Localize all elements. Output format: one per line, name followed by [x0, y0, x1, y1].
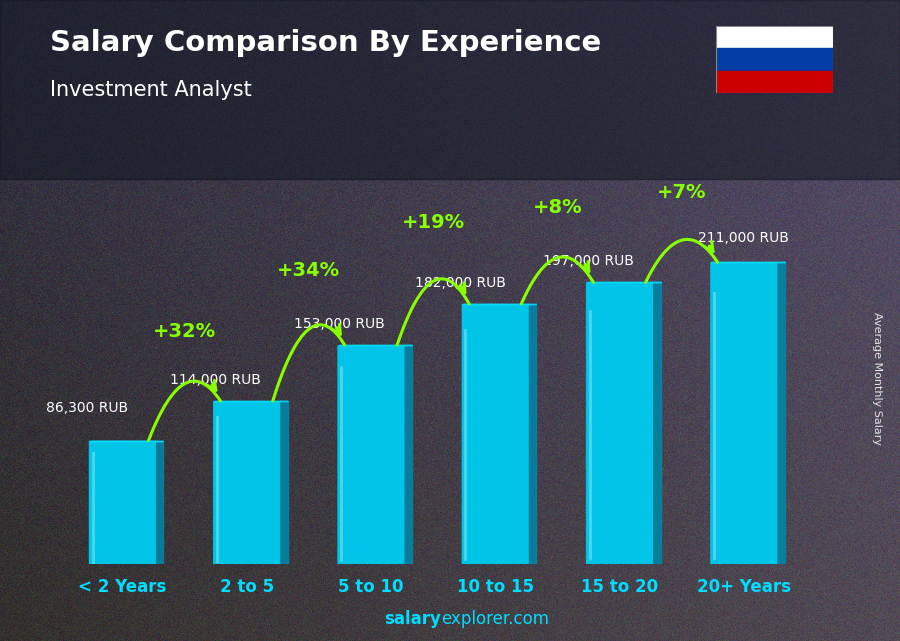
- FancyBboxPatch shape: [213, 401, 280, 564]
- Text: Salary Comparison By Experience: Salary Comparison By Experience: [50, 29, 601, 57]
- FancyBboxPatch shape: [89, 440, 156, 564]
- Text: 86,300 RUB: 86,300 RUB: [47, 401, 129, 415]
- Bar: [716, 26, 832, 48]
- Text: +7%: +7%: [657, 183, 706, 203]
- Text: salary: salary: [384, 610, 441, 628]
- Text: explorer.com: explorer.com: [441, 610, 549, 628]
- Polygon shape: [155, 440, 164, 564]
- Text: +8%: +8%: [533, 197, 582, 217]
- Polygon shape: [776, 262, 785, 564]
- Text: 182,000 RUB: 182,000 RUB: [415, 276, 506, 290]
- FancyBboxPatch shape: [338, 345, 404, 564]
- Text: +19%: +19%: [401, 213, 464, 232]
- FancyBboxPatch shape: [710, 262, 778, 564]
- Bar: [716, 48, 832, 71]
- Polygon shape: [279, 401, 288, 564]
- Text: 197,000 RUB: 197,000 RUB: [543, 254, 634, 268]
- Polygon shape: [652, 283, 661, 564]
- Bar: [716, 71, 832, 93]
- Text: Average Monthly Salary: Average Monthly Salary: [872, 312, 883, 445]
- Polygon shape: [527, 304, 536, 564]
- Text: +32%: +32%: [153, 322, 216, 341]
- Text: 153,000 RUB: 153,000 RUB: [294, 317, 385, 331]
- Text: 114,000 RUB: 114,000 RUB: [170, 373, 261, 387]
- Text: +34%: +34%: [277, 260, 340, 279]
- FancyBboxPatch shape: [586, 283, 653, 564]
- Text: 211,000 RUB: 211,000 RUB: [698, 231, 789, 246]
- Text: Investment Analyst: Investment Analyst: [50, 80, 251, 100]
- FancyBboxPatch shape: [462, 304, 529, 564]
- Polygon shape: [403, 345, 412, 564]
